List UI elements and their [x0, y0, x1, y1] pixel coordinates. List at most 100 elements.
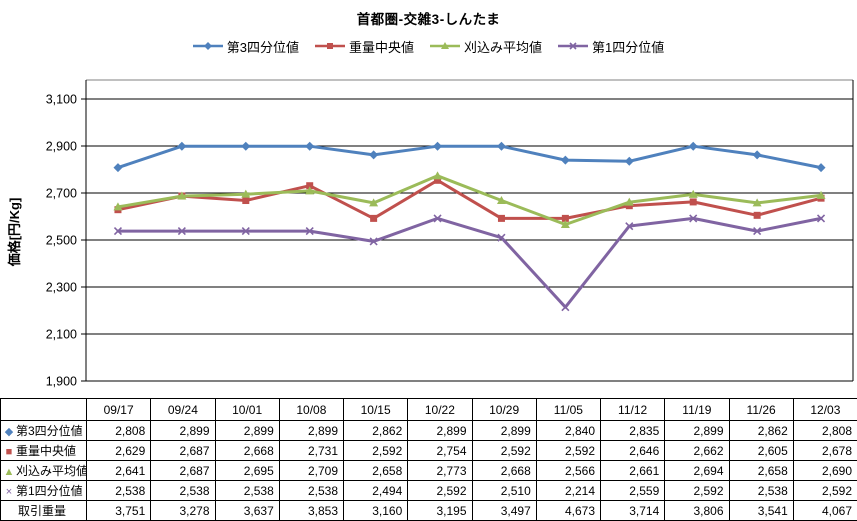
value-cell: 2,899 — [278, 420, 345, 441]
date-header-cell: 10/08 — [278, 398, 345, 421]
value-cell: 2,494 — [342, 480, 409, 501]
gridlines: 1,900 2,100 2,300 2,500 2,700 2,900 3,100 — [46, 93, 853, 389]
value-cell: 2,566 — [535, 460, 602, 481]
value-cell: 2,773 — [407, 460, 473, 481]
value-cell: 2,538 — [150, 480, 216, 501]
diamond-marker-icon: ◆ — [4, 426, 14, 438]
value-cell: 2,862 — [728, 420, 794, 441]
x-marker-icon — [241, 227, 250, 236]
row-label-cell: ■ 重量中央値 — [0, 440, 87, 461]
triangle-marker-icon — [241, 189, 251, 198]
date-header-cell: 10/01 — [214, 398, 280, 421]
value-cell: 2,695 — [214, 460, 280, 481]
value-cell: 2,709 — [278, 460, 345, 481]
triangle-marker-icon — [816, 190, 826, 199]
diamond-marker-icon — [560, 155, 570, 165]
row-label: 取引重量 — [17, 504, 66, 518]
table-row: ▲ 刈込み平均値 2,641 2,687 2,695 2,709 2,658 2,773 2,6… — [0, 460, 857, 481]
square-marker-icon — [753, 211, 761, 219]
y-tick-label: 2,500 — [46, 234, 77, 248]
value-cell: 2,835 — [599, 420, 666, 441]
value-cell: 3,751 — [85, 500, 152, 521]
row-label-cell: × 第1四分位値 — [0, 480, 87, 501]
x-marker-icon — [177, 227, 186, 236]
value-cell: 3,714 — [599, 500, 666, 521]
diamond-marker-icon — [624, 156, 634, 166]
triangle-marker-icon — [496, 196, 506, 205]
x-marker-icon: × — [5, 486, 13, 498]
row-label: 重量中央値 — [16, 444, 77, 458]
value-cell: 2,899 — [407, 420, 473, 441]
x-marker-icon — [816, 214, 826, 223]
square-marker-icon — [497, 214, 505, 222]
legend-item-2[interactable]: 重量中央値 — [314, 37, 414, 56]
value-cell: 2,687 — [150, 460, 216, 481]
square-marker-icon — [625, 202, 633, 210]
plot-area: 価格[円/Kg] 1,900 2,100 2,300 2,500 2,700 2,900 3… — [7, 79, 854, 389]
date-header-row: 09/17 09/24 10/01 10/08 10/15 10/22 10/29 11/05… — [0, 398, 857, 421]
date-header-cell: 10/15 — [342, 398, 409, 421]
table-row: ◆ 第3四分位値 2,808 2,899 2,899 2,899 2,862 2,899 2,8… — [0, 420, 857, 441]
value-cell: 2,592 — [471, 440, 537, 461]
triangle-marker-icon — [752, 198, 762, 207]
value-cell: 3,637 — [214, 500, 280, 521]
y-tick-label: 3,100 — [46, 93, 77, 107]
value-cell: 2,538 — [278, 480, 345, 501]
value-cell: 2,592 — [407, 480, 473, 501]
value-cell: 2,678 — [792, 440, 857, 461]
value-cell: 2,641 — [85, 460, 152, 481]
x-marker-icon — [753, 227, 762, 236]
triangle-marker-icon — [177, 191, 187, 200]
legend-label: 第1四分位値 — [592, 39, 665, 55]
value-cell: 2,214 — [535, 480, 602, 501]
legend-item-1[interactable]: 第3四分位値 — [192, 37, 299, 56]
triangle-marker-icon — [113, 202, 123, 211]
square-marker-icon — [242, 197, 250, 205]
diamond-marker-icon — [433, 141, 443, 151]
legend-label: 重量中央値 — [348, 39, 414, 55]
value-cell: 2,754 — [407, 440, 473, 461]
diamond-marker-icon — [177, 141, 187, 151]
square-marker-icon — [326, 43, 333, 49]
triangle-marker-icon — [433, 171, 443, 180]
row-label: 第3四分位値 — [16, 424, 83, 438]
legend-item-3[interactable]: 刈込み平均値 — [430, 37, 542, 56]
diamond-marker-icon — [305, 141, 315, 151]
value-cell: 2,668 — [214, 440, 280, 461]
value-cell: 3,195 — [407, 500, 473, 521]
chart-title: 首都圏-交雑3-しんたま — [356, 12, 501, 27]
diamond-marker-icon — [203, 42, 212, 50]
value-cell: 2,592 — [664, 480, 730, 501]
value-cell: 2,592 — [342, 440, 409, 461]
x-marker-icon — [625, 222, 634, 231]
value-cell: 2,899 — [664, 420, 730, 441]
series-line-square — [116, 178, 823, 220]
x-marker-icon — [561, 303, 570, 312]
triangle-marker-icon: ▲ — [3, 466, 15, 478]
series-lines — [113, 141, 826, 312]
value-cell: 2,658 — [728, 460, 794, 481]
y-axis-title: 価格[円/Kg] — [7, 198, 22, 268]
date-header-cell: 10/29 — [471, 398, 537, 421]
x-legend-key-icon — [558, 42, 589, 50]
diamond-marker-icon — [688, 141, 698, 151]
value-cell: 4,673 — [535, 500, 602, 521]
square-legend-key-icon — [314, 43, 345, 49]
date-header-cell: 10/22 — [407, 398, 473, 421]
value-cell: 2,646 — [599, 440, 666, 461]
legend-item-4[interactable]: 第1四分位値 — [558, 37, 664, 56]
triangle-marker-icon — [369, 198, 379, 207]
y-tick-label: 2,100 — [46, 328, 77, 342]
value-cell: 2,661 — [599, 460, 666, 481]
legend-label: 第3四分位値 — [226, 39, 299, 55]
x-marker-icon — [433, 214, 442, 223]
date-header-cell: 11/26 — [728, 398, 794, 421]
value-cell: 2,899 — [214, 420, 280, 441]
triangle-marker-icon — [688, 189, 698, 198]
y-tick-label: 2,900 — [46, 140, 77, 154]
value-cell: 2,662 — [664, 440, 730, 461]
triangle-marker-icon — [441, 42, 449, 49]
series-line-x — [116, 216, 823, 309]
row-label-cell: ▲ 刈込み平均値 — [0, 460, 87, 481]
